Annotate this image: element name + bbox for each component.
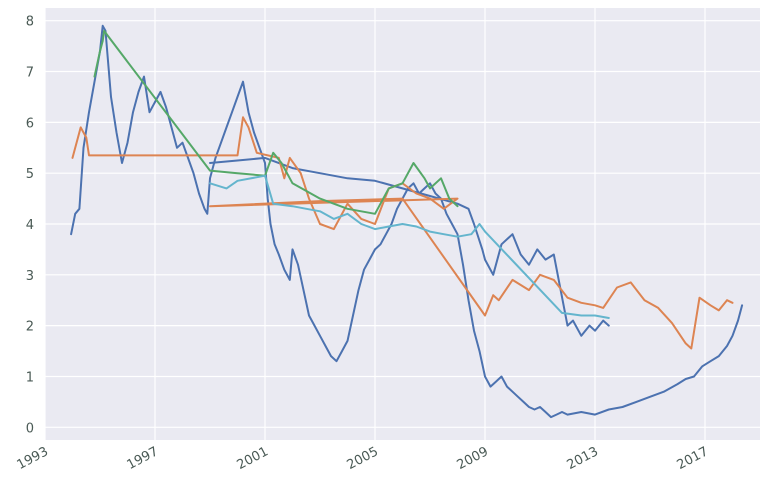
x-tick-label: 1993 — [15, 444, 51, 473]
series-line-2 — [209, 156, 610, 337]
y-tick-label: 8 — [26, 15, 34, 30]
y-tick-label: 2 — [26, 320, 34, 335]
x-tick-label: 2005 — [345, 444, 381, 473]
x-tick-label: 2009 — [455, 444, 491, 473]
y-tick-label: 6 — [26, 116, 34, 131]
y-tick-label: 4 — [26, 218, 34, 233]
series-layer — [70, 24, 744, 419]
x-axis-ticks: 1993 1997 2001 2005 2009 2013 2017 — [15, 444, 711, 473]
x-tick-label: 1997 — [125, 444, 161, 473]
x-tick-label: 2017 — [675, 444, 711, 473]
y-tick-label: 7 — [26, 66, 34, 81]
series-line-4 — [93, 29, 459, 215]
y-tick-label: 3 — [26, 269, 34, 284]
series-line-5 — [209, 174, 610, 319]
grid-lines — [44, 8, 760, 440]
series-line-1 — [70, 24, 744, 419]
x-tick-label: 2013 — [565, 444, 601, 473]
y-tick-label: 1 — [26, 370, 34, 385]
y-tick-label: 0 — [26, 421, 34, 436]
y-tick-label: 5 — [26, 167, 34, 182]
x-tick-label: 2001 — [235, 444, 271, 473]
y-axis-ticks: 0 1 2 3 4 5 6 7 8 — [26, 15, 34, 437]
